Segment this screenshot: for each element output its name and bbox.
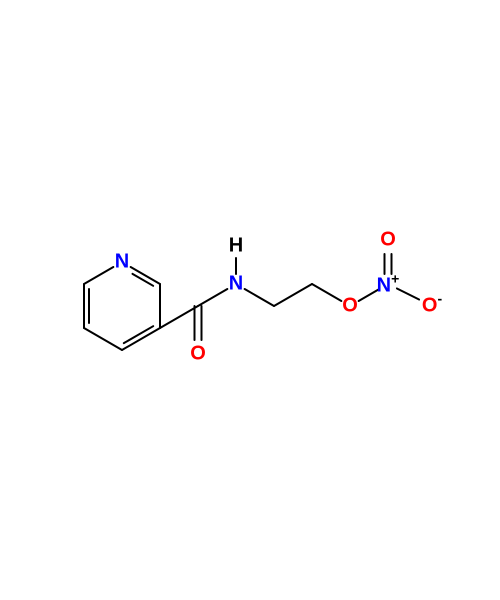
bond-layer bbox=[0, 0, 500, 600]
molecule-canvas: N O H N O N+ O O- bbox=[0, 0, 500, 600]
